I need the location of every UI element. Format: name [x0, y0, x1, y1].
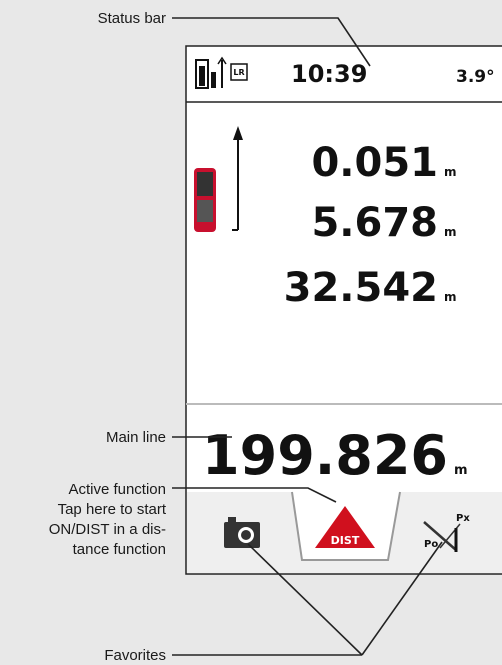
- measurement: 5.678: [311, 200, 438, 246]
- unit: m: [454, 463, 468, 478]
- measurement: 0.051: [311, 140, 438, 186]
- callout-label: Favorites: [104, 647, 166, 664]
- callout-label: Status bar: [98, 10, 166, 27]
- main-line-value: 199.826: [202, 424, 448, 487]
- dist-label[interactable]: DIST: [331, 534, 360, 547]
- unit: m: [444, 165, 457, 179]
- callout-label: Active function: [68, 481, 166, 498]
- time: 10:39: [291, 60, 367, 88]
- unit: m: [444, 290, 457, 304]
- favorite-label[interactable]: Px: [456, 513, 470, 524]
- diagram: LR 10:39 3.9° 0.051 m 5.678 m 32.542 m 1…: [0, 0, 502, 665]
- tilt: 3.9°: [456, 67, 495, 87]
- callout-label: tance function: [73, 541, 166, 558]
- callout-label: Main line: [106, 429, 166, 446]
- favorite-label[interactable]: Po: [424, 539, 438, 550]
- callout-label: Tap here to start: [58, 501, 167, 518]
- unit: m: [444, 225, 457, 239]
- range-label: LR: [233, 68, 244, 77]
- measurement: 32.542: [284, 265, 438, 311]
- callout-label: ON/DIST in a dis-: [49, 521, 166, 538]
